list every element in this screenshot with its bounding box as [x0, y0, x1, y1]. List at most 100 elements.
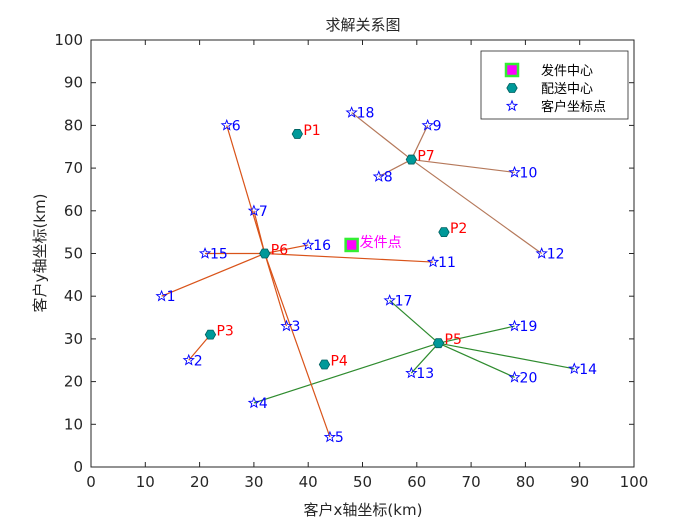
customer-point-2: [182, 353, 195, 366]
customer-point-9: [421, 118, 434, 131]
customer-label-2: 2: [194, 353, 203, 369]
customer-label-4: 4: [259, 396, 268, 412]
customer-point-10: [508, 165, 521, 178]
customer-label-3: 3: [291, 319, 300, 335]
route-line-p6-11: [264, 252, 434, 263]
center-label-p5: P5: [445, 332, 462, 348]
legend-dispatch-marker: [504, 62, 520, 78]
customer-point-13: [405, 366, 418, 379]
route-line-p5-14: [438, 342, 575, 370]
y-tick-label: 100: [54, 31, 83, 49]
y-tick-label: 10: [64, 415, 83, 433]
y-tick-label: 70: [64, 159, 83, 177]
x-tick-label: 70: [462, 473, 481, 491]
y-tick-label: 20: [64, 373, 83, 391]
customer-label-1: 1: [167, 289, 176, 305]
y-tick-label: 0: [73, 458, 83, 476]
center-point-p4: [318, 359, 331, 370]
customer-label-9: 9: [433, 118, 442, 134]
route-line-p7-18: [351, 112, 412, 161]
route-line-p3-2: [188, 334, 211, 361]
y-tick-label: 40: [64, 287, 83, 305]
y-tick-label: 50: [64, 245, 83, 263]
x-tick-label: 40: [299, 473, 318, 491]
customer-label-19: 19: [520, 319, 538, 335]
customer-point-12: [535, 247, 548, 259]
legend-label-dispatch: 发件中心: [541, 63, 593, 79]
dispatch-label: 发件点: [360, 235, 402, 251]
center-point-p3: [204, 329, 217, 340]
center-point-p7: [405, 154, 418, 165]
y-tick-label: 80: [64, 116, 83, 134]
center-label-p3: P3: [216, 324, 233, 340]
route-line-p6-7: [253, 210, 266, 254]
customer-point-1: [155, 289, 168, 302]
x-tick-label: 60: [407, 473, 426, 491]
dispatch-point: [344, 237, 359, 253]
route-line-p5-13: [410, 342, 439, 374]
x-tick-label: 50: [353, 473, 372, 491]
x-tick-label: 90: [570, 473, 589, 491]
route-line-p6-1: [161, 252, 265, 297]
customer-label-18: 18: [357, 106, 375, 122]
customer-point-3: [280, 319, 293, 332]
x-tick-label: 20: [190, 473, 209, 491]
customer-label-6: 6: [232, 118, 241, 134]
center-label-p2: P2: [450, 221, 467, 237]
customer-point-6: [220, 118, 233, 131]
center-point-p1: [291, 129, 304, 139]
center-point-p2: [438, 227, 450, 238]
legend-box: [480, 50, 629, 120]
customer-point-8: [372, 170, 385, 182]
route-line-p6-3: [264, 253, 288, 327]
center-label-p4: P4: [330, 354, 347, 370]
y-tick-label: 30: [64, 330, 83, 348]
center-point-p6: [259, 248, 271, 259]
customer-point-17: [383, 293, 396, 306]
route-line-p7-10: [411, 158, 515, 173]
customer-label-20: 20: [520, 370, 538, 386]
legend-label-center: 配送中心: [541, 82, 593, 97]
y-tick-label: 90: [64, 74, 83, 92]
customer-point-14: [568, 362, 581, 375]
customer-point-20: [508, 370, 521, 383]
route-line-p5-17: [389, 300, 439, 344]
x-tick-label: 0: [86, 473, 96, 491]
center-label-p6: P6: [271, 243, 288, 259]
customer-label-16: 16: [313, 238, 331, 254]
center-point-p5: [432, 338, 445, 349]
route-line-p5-19: [438, 325, 515, 344]
customer-label-14: 14: [579, 362, 597, 378]
customer-point-11: [426, 255, 440, 268]
customer-point-5: [323, 430, 337, 443]
customer-point-19: [508, 319, 521, 332]
center-label-p1: P1: [303, 123, 320, 139]
customer-point-18: [345, 106, 358, 118]
customer-label-15: 15: [210, 247, 228, 263]
customer-label-5: 5: [335, 430, 344, 446]
x-tick-label: 30: [244, 473, 263, 491]
route-line-p7-8: [378, 159, 412, 178]
x-axis-label: 客户x轴坐标(km): [304, 501, 423, 519]
markers: [155, 106, 581, 443]
center-label-p7: P7: [417, 149, 434, 165]
route-line-p7-9: [410, 125, 429, 160]
route-line-p5-20: [438, 342, 515, 378]
customer-label-12: 12: [547, 247, 565, 263]
customer-point-15: [198, 247, 212, 259]
y-axis-label: 客户y轴坐标(km): [31, 194, 49, 313]
customer-label-8: 8: [384, 170, 393, 186]
customer-label-17: 17: [395, 293, 413, 309]
customer-point-7: [247, 204, 261, 217]
x-tick-label: 80: [516, 473, 535, 491]
x-tick-label: 100: [620, 473, 649, 491]
legend-center-marker: [506, 83, 518, 93]
route-line-p6-16: [264, 244, 309, 255]
axis-ticks: 0 10 20 30 40 50 60 70 80 90 100 0 10 20 30 40 50 60 70 80 9…: [54, 31, 648, 491]
chart-title: 求解关系图: [325, 16, 400, 34]
route-line-p7-12: [411, 159, 543, 254]
